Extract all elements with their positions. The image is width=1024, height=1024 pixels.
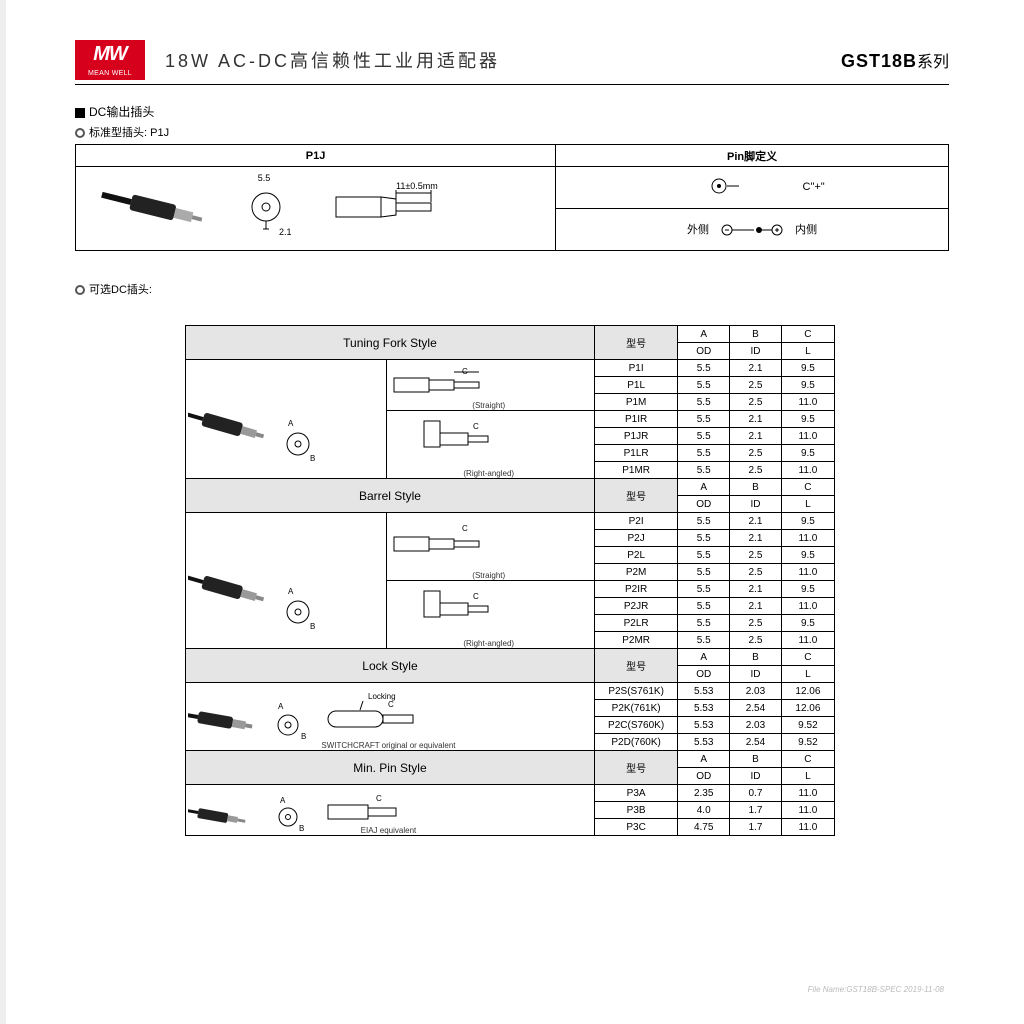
tf-plug-icon: A B xyxy=(188,364,338,474)
tf-ra-cell: C (Right-angled) xyxy=(386,411,594,479)
right-angle-plug-icon: C xyxy=(389,413,504,471)
center-positive-icon xyxy=(679,172,799,200)
barrel-head: Barrel Style xyxy=(186,479,595,513)
lock-head: Lock Style xyxy=(186,649,595,683)
col-c: C xyxy=(781,326,834,343)
barrel-ra-cell: C (Right-angled) xyxy=(386,581,594,649)
logo-text-top: MW xyxy=(75,40,145,68)
barrel-photo-cell: A B xyxy=(186,513,387,649)
col-model: 型号 xyxy=(594,326,677,360)
svg-text:B: B xyxy=(301,732,306,741)
subheading-p1j: 标准型插头: P1J xyxy=(75,124,949,140)
meanwell-logo: MW MEAN WELL xyxy=(75,40,145,80)
svg-text:B: B xyxy=(310,454,315,463)
svg-text:B: B xyxy=(310,622,315,631)
right-angle-plug-icon: C xyxy=(389,583,504,641)
section-dc-output: DC输出插头 xyxy=(75,103,949,120)
ring-bullet-icon xyxy=(75,285,85,295)
col-l: L xyxy=(781,343,834,360)
svg-text:A: A xyxy=(288,419,294,428)
connector-diagram-icon: 5.5 2.1 11±0.5mm xyxy=(76,167,555,247)
subheading-optional: 可选DC插头: xyxy=(75,281,949,297)
dc-options-table: Tuning Fork Style 型号 A B C OD ID L A xyxy=(185,325,835,836)
p1j-header: P1J xyxy=(76,145,556,167)
p1j-table: P1J Pin脚定义 5.5 2.1 xyxy=(75,144,949,251)
straight-plug-icon: C xyxy=(389,362,504,406)
table-row: P1I xyxy=(594,360,677,377)
p1j-diagram-cell: 5.5 2.1 11±0.5mm xyxy=(76,167,556,251)
col-a: A xyxy=(678,326,730,343)
tf-photo-cell: A B xyxy=(186,360,387,479)
model-suffix: 系列 xyxy=(917,54,949,71)
page-edge xyxy=(0,0,6,1024)
svg-text:C: C xyxy=(473,592,479,601)
tf-straight-cell: C (Straight) xyxy=(386,360,594,411)
svg-text:A: A xyxy=(278,702,284,711)
svg-text:B: B xyxy=(299,824,304,833)
lock-plug-icon: A B Locking C xyxy=(188,685,458,747)
tuning-fork-head: Tuning Fork Style xyxy=(186,326,595,360)
square-bullet-icon xyxy=(75,108,85,118)
pin-def-header: Pin脚定义 xyxy=(556,145,949,167)
model-code: GST18B xyxy=(841,51,917,71)
svg-text:C: C xyxy=(388,700,394,709)
barrel-straight-cell: C (Straight) xyxy=(386,513,594,581)
section-heading: DC输出插头 xyxy=(89,105,154,119)
pin-def-1: C"+" xyxy=(556,167,949,209)
minpin-photo-cell: A B C EIAJ equivalent xyxy=(186,785,595,836)
pin-def-2: 外侧 内侧 xyxy=(556,209,949,251)
svg-text:C: C xyxy=(473,422,479,431)
lock-photo-cell: A B Locking C SWITCHCRAFT original or eq… xyxy=(186,683,595,751)
dim-5-5: 5.5 xyxy=(258,173,271,183)
dc-options-block: Tuning Fork Style 型号 A B C OD ID L A xyxy=(185,325,835,836)
svg-text:A: A xyxy=(280,796,286,805)
straight-plug-icon: C xyxy=(389,515,504,573)
svg-text:C: C xyxy=(462,524,468,533)
col-id: ID xyxy=(730,343,782,360)
svg-text:A: A xyxy=(288,587,294,596)
col-b: B xyxy=(730,326,782,343)
model-number: GST18B系列 xyxy=(841,48,949,72)
page-title: 18W AC-DC高信赖性工业用适配器 xyxy=(165,47,821,73)
minpin-head: Min. Pin Style xyxy=(186,751,595,785)
minpin-plug-icon: A B C xyxy=(188,787,458,837)
dim-11mm: 11±0.5mm xyxy=(396,181,438,191)
svg-text:C: C xyxy=(376,794,382,803)
polarity-icon xyxy=(712,220,792,240)
ring-bullet-icon xyxy=(75,128,85,138)
page-header: MW MEAN WELL 18W AC-DC高信赖性工业用适配器 GST18B系… xyxy=(75,40,949,85)
col-od: OD xyxy=(678,343,730,360)
footer-filename: File Name:GST18B-SPEC 2019-11-08 xyxy=(808,985,944,994)
barrel-plug-icon: A B xyxy=(188,517,338,645)
dim-2-1: 2.1 xyxy=(279,227,292,237)
logo-text-bottom: MEAN WELL xyxy=(75,68,145,80)
